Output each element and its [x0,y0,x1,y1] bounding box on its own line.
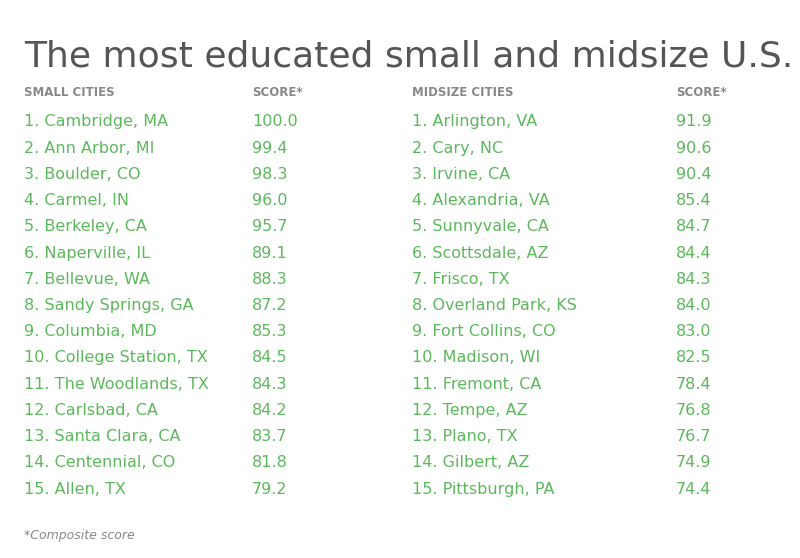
Text: 99.4: 99.4 [252,141,287,156]
Text: SMALL CITIES: SMALL CITIES [24,86,114,99]
Text: 1. Cambridge, MA: 1. Cambridge, MA [24,114,168,129]
Text: 1. Arlington, VA: 1. Arlington, VA [412,114,538,129]
Text: MIDSIZE CITIES: MIDSIZE CITIES [412,86,514,99]
Text: 11. The Woodlands, TX: 11. The Woodlands, TX [24,377,209,392]
Text: 9. Fort Collins, CO: 9. Fort Collins, CO [412,324,556,339]
Text: 10. Madison, WI: 10. Madison, WI [412,350,540,365]
Text: 4. Carmel, IN: 4. Carmel, IN [24,193,129,208]
Text: 8. Overland Park, KS: 8. Overland Park, KS [412,298,577,313]
Text: 88.3: 88.3 [252,272,288,287]
Text: 83.7: 83.7 [252,429,287,444]
Text: The most educated small and midsize U.S. cities: The most educated small and midsize U.S.… [24,39,800,73]
Text: 2. Cary, NC: 2. Cary, NC [412,141,503,156]
Text: 13. Santa Clara, CA: 13. Santa Clara, CA [24,429,181,444]
Text: SCORE*: SCORE* [676,86,726,99]
Text: 74.9: 74.9 [676,455,711,470]
Text: 10. College Station, TX: 10. College Station, TX [24,350,208,365]
Text: 84.3: 84.3 [252,377,287,392]
Text: 90.6: 90.6 [676,141,711,156]
Text: 3. Boulder, CO: 3. Boulder, CO [24,167,141,182]
Text: *Composite score: *Composite score [24,530,134,542]
Text: 74.4: 74.4 [676,482,711,497]
Text: 84.7: 84.7 [676,219,712,234]
Text: 76.8: 76.8 [676,403,712,418]
Text: 12. Carlsbad, CA: 12. Carlsbad, CA [24,403,158,418]
Text: 12. Tempe, AZ: 12. Tempe, AZ [412,403,528,418]
Text: 87.2: 87.2 [252,298,288,313]
Text: 7. Bellevue, WA: 7. Bellevue, WA [24,272,150,287]
Text: 14. Centennial, CO: 14. Centennial, CO [24,455,175,470]
Text: 81.8: 81.8 [252,455,288,470]
Text: 4. Alexandria, VA: 4. Alexandria, VA [412,193,550,208]
Text: 85.4: 85.4 [676,193,712,208]
Text: 96.0: 96.0 [252,193,287,208]
Text: 84.5: 84.5 [252,350,288,365]
Text: 5. Sunnyvale, CA: 5. Sunnyvale, CA [412,219,549,234]
Text: 85.3: 85.3 [252,324,287,339]
Text: 90.4: 90.4 [676,167,711,182]
Text: 79.2: 79.2 [252,482,287,497]
Text: 6. Naperville, IL: 6. Naperville, IL [24,246,150,261]
Text: 89.1: 89.1 [252,246,288,261]
Text: 8. Sandy Springs, GA: 8. Sandy Springs, GA [24,298,194,313]
Text: 9. Columbia, MD: 9. Columbia, MD [24,324,157,339]
Text: 15. Allen, TX: 15. Allen, TX [24,482,126,497]
Text: 14. Gilbert, AZ: 14. Gilbert, AZ [412,455,530,470]
Text: 82.5: 82.5 [676,350,712,365]
Text: 3. Irvine, CA: 3. Irvine, CA [412,167,510,182]
Text: SCORE*: SCORE* [252,86,302,99]
Text: 84.3: 84.3 [676,272,711,287]
Text: 95.7: 95.7 [252,219,287,234]
Text: 7. Frisco, TX: 7. Frisco, TX [412,272,510,287]
Text: 84.4: 84.4 [676,246,712,261]
Text: 98.3: 98.3 [252,167,287,182]
Text: 83.0: 83.0 [676,324,711,339]
Text: 11. Fremont, CA: 11. Fremont, CA [412,377,542,392]
Text: 6. Scottsdale, AZ: 6. Scottsdale, AZ [412,246,549,261]
Text: 84.2: 84.2 [252,403,288,418]
Text: 13. Plano, TX: 13. Plano, TX [412,429,518,444]
Text: 2. Ann Arbor, MI: 2. Ann Arbor, MI [24,141,154,156]
Text: 5. Berkeley, CA: 5. Berkeley, CA [24,219,147,234]
Text: 100.0: 100.0 [252,114,298,129]
Text: 15. Pittsburgh, PA: 15. Pittsburgh, PA [412,482,554,497]
Text: 84.0: 84.0 [676,298,712,313]
Text: 78.4: 78.4 [676,377,712,392]
Text: 91.9: 91.9 [676,114,712,129]
Text: 76.7: 76.7 [676,429,711,444]
